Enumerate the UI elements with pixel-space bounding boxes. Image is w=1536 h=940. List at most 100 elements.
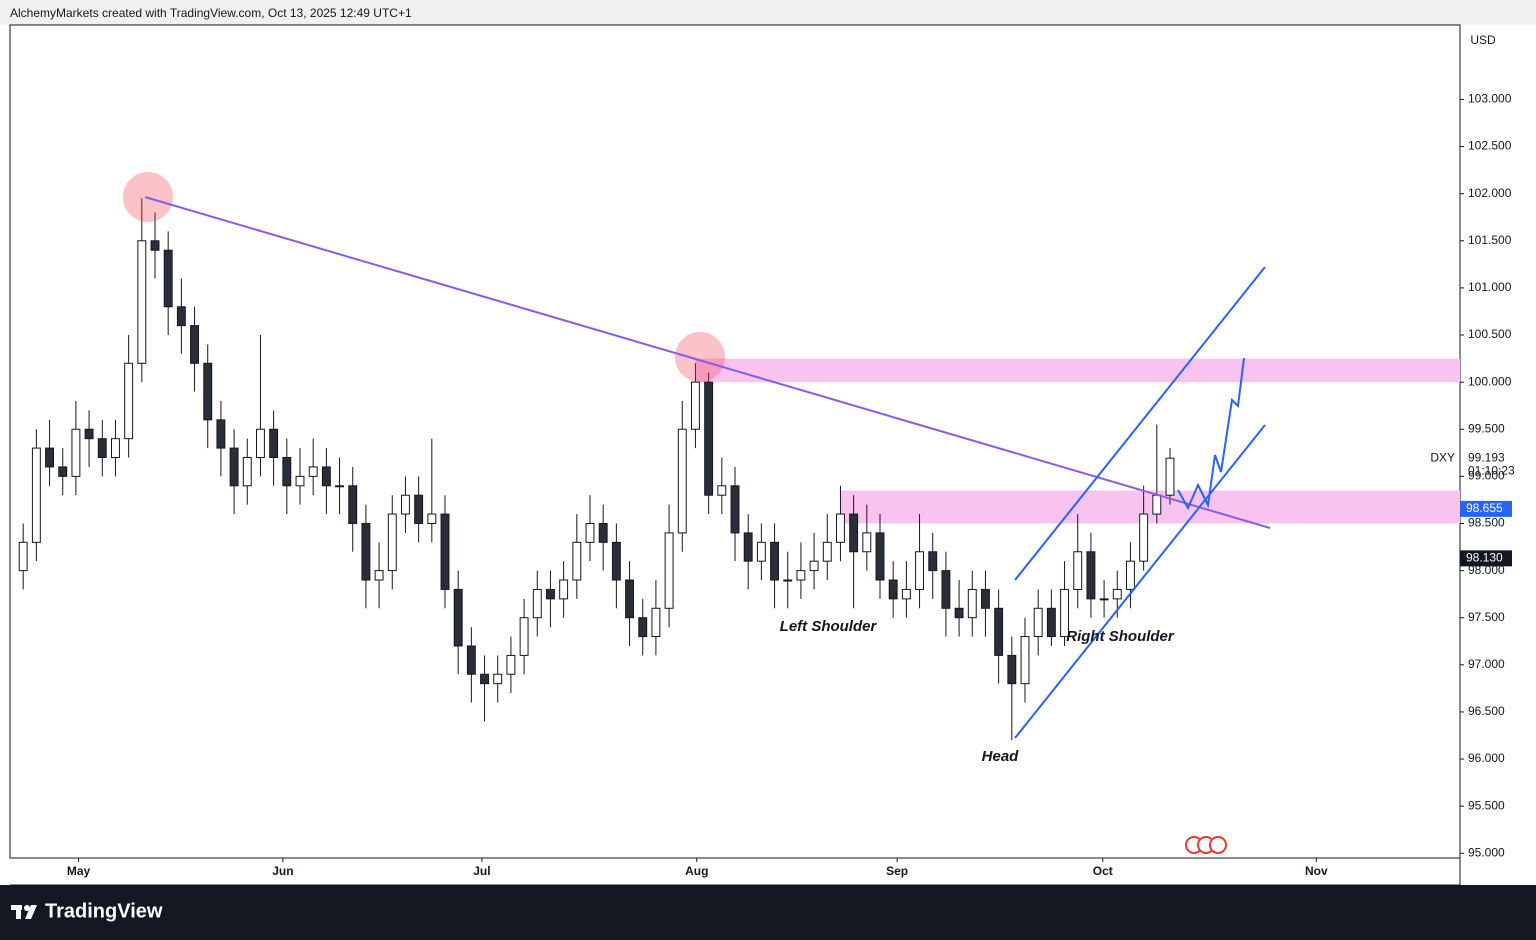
candle-body [981, 588, 990, 609]
header-bar [0, 0, 1536, 25]
candle-body [783, 579, 793, 582]
event-icons [1185, 836, 1227, 854]
y-tick-label: 98.500 [1468, 516, 1505, 530]
candle-body [440, 513, 450, 590]
x-tick-label: May [67, 864, 91, 878]
candle-body [308, 466, 318, 477]
candle-body [888, 579, 898, 600]
candle-body [84, 428, 94, 440]
candle-body [743, 532, 753, 562]
candle-body [348, 485, 358, 524]
candle-body [532, 588, 542, 619]
x-tick-label: Oct [1093, 864, 1113, 878]
candle-body [321, 466, 331, 487]
candle-body [374, 570, 384, 581]
y-tick-label: 101.500 [1468, 233, 1512, 247]
candle-body [836, 513, 845, 543]
candle-body [480, 673, 490, 685]
candle-body [466, 645, 476, 675]
candle-body [1060, 588, 1070, 638]
candle-body [756, 541, 766, 562]
candle-body [638, 617, 648, 638]
candle-body [1073, 551, 1083, 590]
y-tick-label: 101.000 [1468, 280, 1512, 294]
candle-body [1086, 551, 1096, 600]
candle-body [137, 240, 147, 364]
y-tick-label: 100.000 [1468, 374, 1512, 388]
candle-body [546, 588, 555, 600]
candle-body [796, 570, 806, 581]
candle-body [559, 579, 569, 600]
annotation: Right Shoulder [1066, 628, 1175, 645]
candle-body [664, 532, 674, 609]
candle-body [691, 381, 700, 430]
candle-body [928, 551, 938, 572]
channel-upper [1014, 266, 1266, 581]
last-price: 99.193 [1468, 450, 1505, 464]
candle-body [176, 306, 186, 327]
candle-body [282, 457, 292, 487]
candle-body [717, 485, 727, 496]
candle-body [1165, 457, 1175, 496]
candle-body [967, 588, 977, 619]
y-tick-label: 97.000 [1468, 657, 1505, 671]
x-tick-label: Jun [272, 864, 293, 878]
y-tick-label: 102.000 [1468, 186, 1512, 200]
candle-body [809, 560, 819, 572]
candle-body [862, 532, 872, 553]
y-tick-label: 97.500 [1468, 610, 1505, 624]
header-text: AlchemyMarkets created with TradingView.… [10, 6, 412, 20]
candle-body [31, 447, 41, 543]
candle-body [150, 240, 160, 251]
y-tick-label: 95.500 [1468, 798, 1505, 812]
currency-label: USD [1470, 33, 1496, 47]
y-tick-label: 103.000 [1468, 92, 1512, 106]
candle-body [994, 607, 1004, 656]
candle-body [71, 428, 81, 477]
candle-body [730, 485, 740, 534]
candle-body [915, 551, 924, 590]
candle-body [822, 541, 832, 562]
candle-body [242, 457, 252, 487]
candle-body [190, 325, 200, 364]
candle-body [519, 617, 529, 656]
peak-marker [675, 332, 725, 382]
annotation: Head [982, 748, 1020, 765]
candle-body [954, 607, 964, 619]
candle-body [1126, 560, 1135, 590]
candle-body [58, 466, 68, 477]
candle-body [611, 541, 621, 581]
candle-body [335, 485, 345, 488]
candle-body [401, 494, 410, 515]
candle-body [216, 419, 226, 449]
candle-body [1020, 636, 1030, 685]
candle-body [1046, 607, 1056, 638]
projection-path [1177, 357, 1245, 511]
candle-body [256, 428, 265, 459]
candle-body [361, 522, 371, 581]
y-tick-label: 99.500 [1468, 421, 1505, 435]
countdown: 01:10:23 [1468, 463, 1515, 477]
x-tick-label: Jul [473, 864, 490, 878]
candle-body [295, 475, 305, 487]
y-tick-label: 100.500 [1468, 327, 1512, 341]
candle-body [1139, 513, 1149, 562]
candle-body [45, 447, 54, 468]
y-tick-label: 96.500 [1468, 704, 1505, 718]
candle-body [493, 673, 503, 685]
candle-body [770, 541, 779, 581]
annotation: Left Shoulder [780, 618, 878, 635]
candle-body [585, 522, 595, 543]
candle-body [97, 438, 107, 459]
candle-body [229, 447, 239, 487]
brand-logo [11, 905, 37, 919]
candle-body [427, 513, 437, 524]
candle-body [163, 249, 173, 308]
candle-body [1099, 598, 1109, 601]
candle-body [901, 588, 911, 600]
candle-body [453, 588, 463, 647]
candle-body [387, 513, 397, 572]
candle-body [849, 513, 859, 553]
price-tag-label: 98.130 [1466, 551, 1503, 565]
